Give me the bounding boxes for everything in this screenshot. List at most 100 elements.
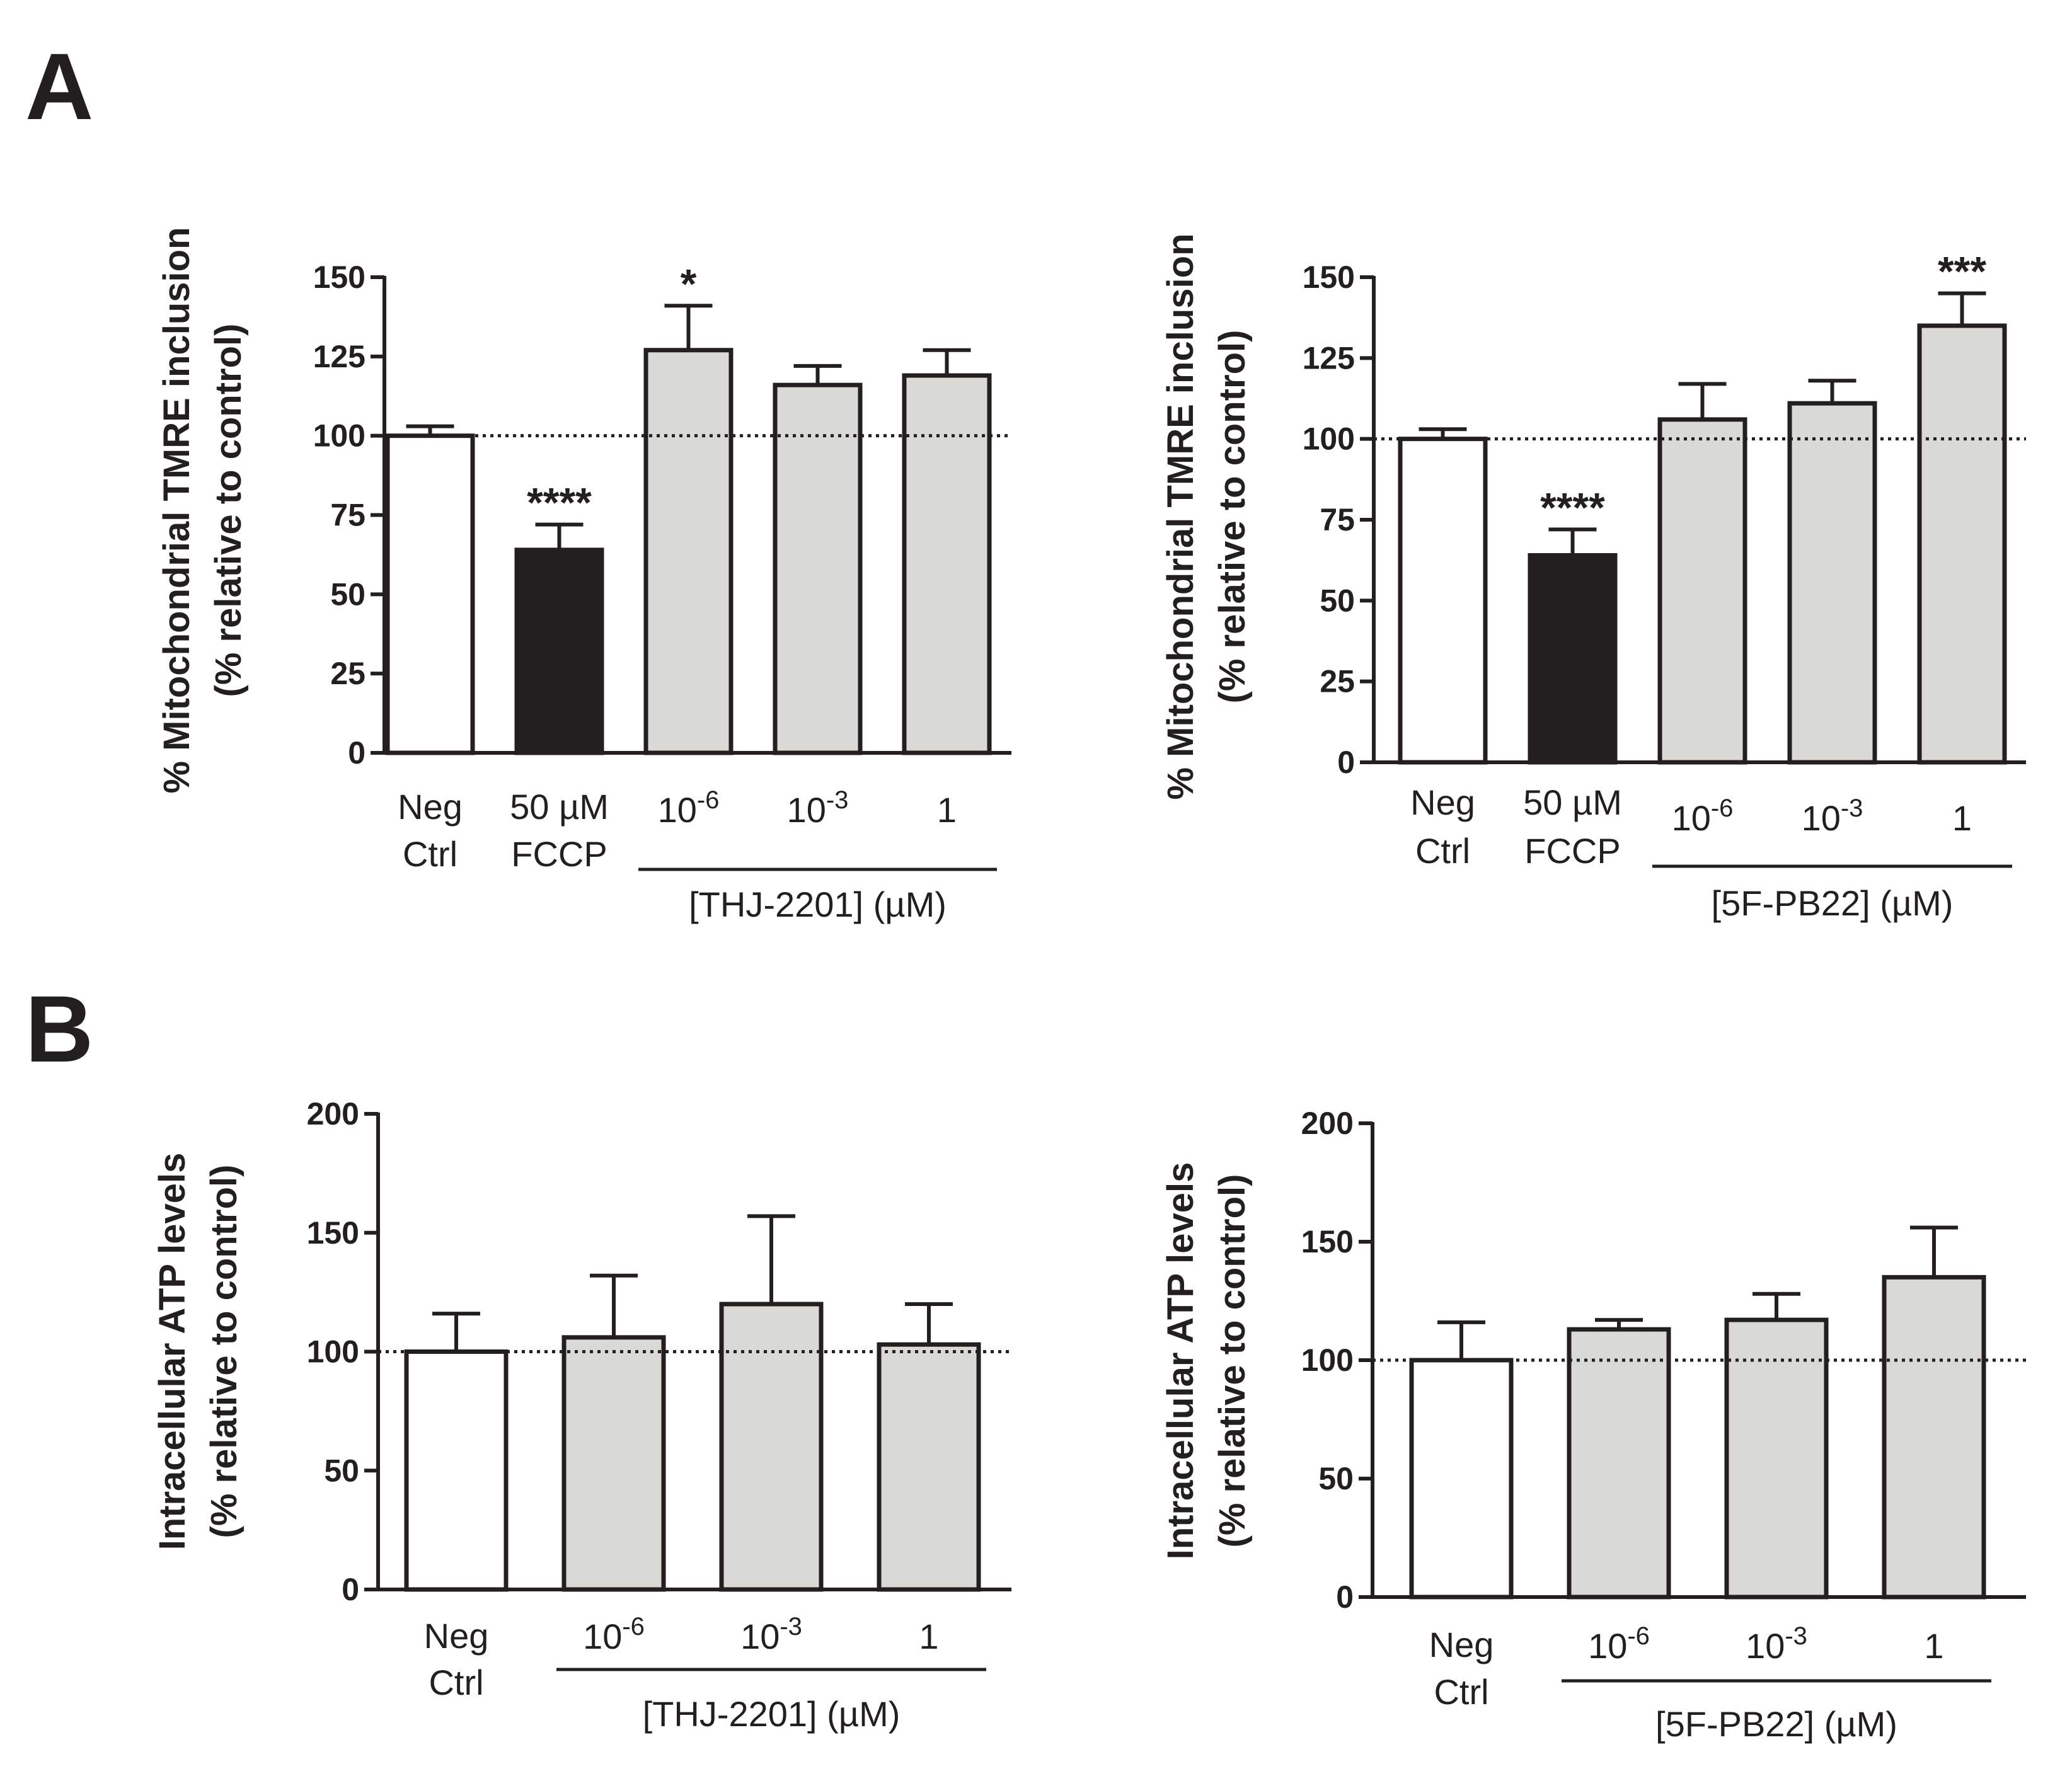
x-tick-base: 1 (937, 790, 957, 830)
x-tick-exponent: -3 (826, 786, 849, 814)
panel-label-b: B (25, 976, 94, 1082)
y-axis-title: (% relative to control) (1212, 330, 1253, 704)
y-axis-title: % Mitochondrial TMRE inclusion (1160, 234, 1201, 800)
y-tick-label: 50 (330, 576, 365, 612)
x-category-label: 10-6 (658, 786, 720, 830)
y-tick-label: 150 (1301, 1224, 1354, 1259)
x-tick-base: 1 (1952, 798, 1972, 838)
y-axis-title: (% relative to control) (1212, 1174, 1253, 1548)
x-category-label: Ctrl (403, 834, 458, 874)
group-label: [5F-PB22] (µM) (1712, 883, 1954, 923)
x-tick-base: 10 (787, 790, 826, 830)
x-tick-exponent: -3 (1841, 794, 1863, 822)
x-category-label: Neg (424, 1616, 489, 1656)
x-tick-base: 10 (1588, 1626, 1627, 1666)
x-tick-exponent: -3 (780, 1613, 802, 1641)
x-category-label: FCCP (511, 834, 607, 874)
y-tick-label: 50 (324, 1453, 359, 1488)
x-tick-exponent: -3 (1785, 1622, 1807, 1650)
bar (643, 348, 734, 755)
x-tick-base: 10 (658, 790, 697, 830)
group-label: [THJ-2201] (µM) (643, 1694, 901, 1734)
x-category-label: 10-6 (583, 1613, 645, 1656)
y-tick-label: 25 (1320, 664, 1355, 699)
x-category-label: 10-3 (787, 786, 849, 830)
significance-label: **** (527, 479, 592, 526)
x-tick-exponent: -6 (697, 786, 720, 814)
x-category-label: 10-6 (1672, 794, 1734, 838)
group-label: [THJ-2201] (µM) (689, 885, 947, 924)
y-axis-title: % Mitochondrial TMRE inclusion (156, 227, 197, 794)
x-category-label: 1 (937, 790, 957, 830)
bar (773, 382, 863, 755)
significance-label: **** (1540, 484, 1605, 530)
bar (561, 1335, 666, 1592)
y-axis-title: (% relative to control) (204, 1165, 245, 1538)
y-tick-label: 125 (313, 339, 365, 374)
x-tick-base: 10 (583, 1617, 622, 1656)
x-tick-exponent: -6 (622, 1613, 645, 1641)
bar (877, 1342, 981, 1592)
x-category-label: 10-3 (1802, 794, 1863, 838)
x-category-label: Ctrl (1434, 1672, 1488, 1712)
bar (719, 1302, 824, 1592)
y-axis-title: (% relative to control) (208, 324, 249, 697)
x-category-label: FCCP (1524, 831, 1620, 871)
x-tick-exponent: -6 (1711, 794, 1734, 822)
group-label: [5F-PB22] (µM) (1655, 1704, 1897, 1744)
y-tick-label: 100 (313, 418, 365, 454)
bar (1409, 1358, 1514, 1600)
y-tick-label: 100 (1303, 421, 1355, 457)
y-tick-label: 0 (342, 1572, 359, 1607)
bar (1567, 1327, 1671, 1600)
x-tick-base: 10 (1672, 798, 1711, 838)
bar (1724, 1317, 1829, 1600)
bar (1917, 323, 2007, 765)
significance-label: * (681, 260, 697, 307)
bar (1528, 553, 1618, 765)
y-tick-label: 0 (348, 735, 365, 770)
bar (1398, 437, 1488, 765)
x-category-label: 50 µM (1523, 782, 1622, 822)
x-tick-exponent: -6 (1627, 1622, 1650, 1650)
x-category-label: 1 (919, 1617, 938, 1656)
bar (902, 373, 992, 755)
x-category-label: Ctrl (1415, 831, 1470, 871)
x-category-label: Ctrl (429, 1663, 483, 1702)
bar (1787, 401, 1877, 765)
y-tick-label: 150 (1303, 260, 1355, 295)
x-category-label: 10-3 (1746, 1622, 1807, 1666)
y-tick-label: 125 (1303, 340, 1355, 375)
y-tick-label: 100 (1301, 1343, 1354, 1378)
panel-label-a: A (25, 33, 94, 139)
bar (1657, 417, 1747, 765)
y-axis-title: Intracellular ATP levels (1160, 1162, 1201, 1560)
x-category-label: 10-6 (1588, 1622, 1650, 1666)
x-category-label: 50 µM (510, 787, 609, 827)
y-tick-label: 25 (330, 656, 365, 691)
significance-label: *** (1938, 248, 1986, 295)
y-tick-label: 0 (1337, 745, 1355, 780)
x-category-label: 1 (1952, 798, 1972, 838)
x-tick-base: 10 (740, 1617, 780, 1656)
x-category-label: Neg (398, 787, 463, 827)
x-tick-base: 10 (1802, 798, 1841, 838)
y-tick-label: 0 (1336, 1579, 1354, 1615)
y-tick-label: 75 (330, 498, 365, 533)
x-tick-base: 1 (1924, 1626, 1943, 1666)
bar (385, 433, 475, 755)
y-tick-label: 75 (1320, 502, 1355, 537)
bar (514, 547, 604, 755)
y-tick-label: 50 (1318, 1461, 1354, 1496)
x-tick-base: 10 (1746, 1626, 1785, 1666)
x-category-label: 10-3 (740, 1613, 802, 1656)
x-category-label: Neg (1429, 1625, 1494, 1664)
y-axis-title: Intracellular ATP levels (152, 1153, 193, 1550)
y-tick-label: 150 (307, 1215, 359, 1251)
y-tick-label: 150 (313, 260, 365, 295)
